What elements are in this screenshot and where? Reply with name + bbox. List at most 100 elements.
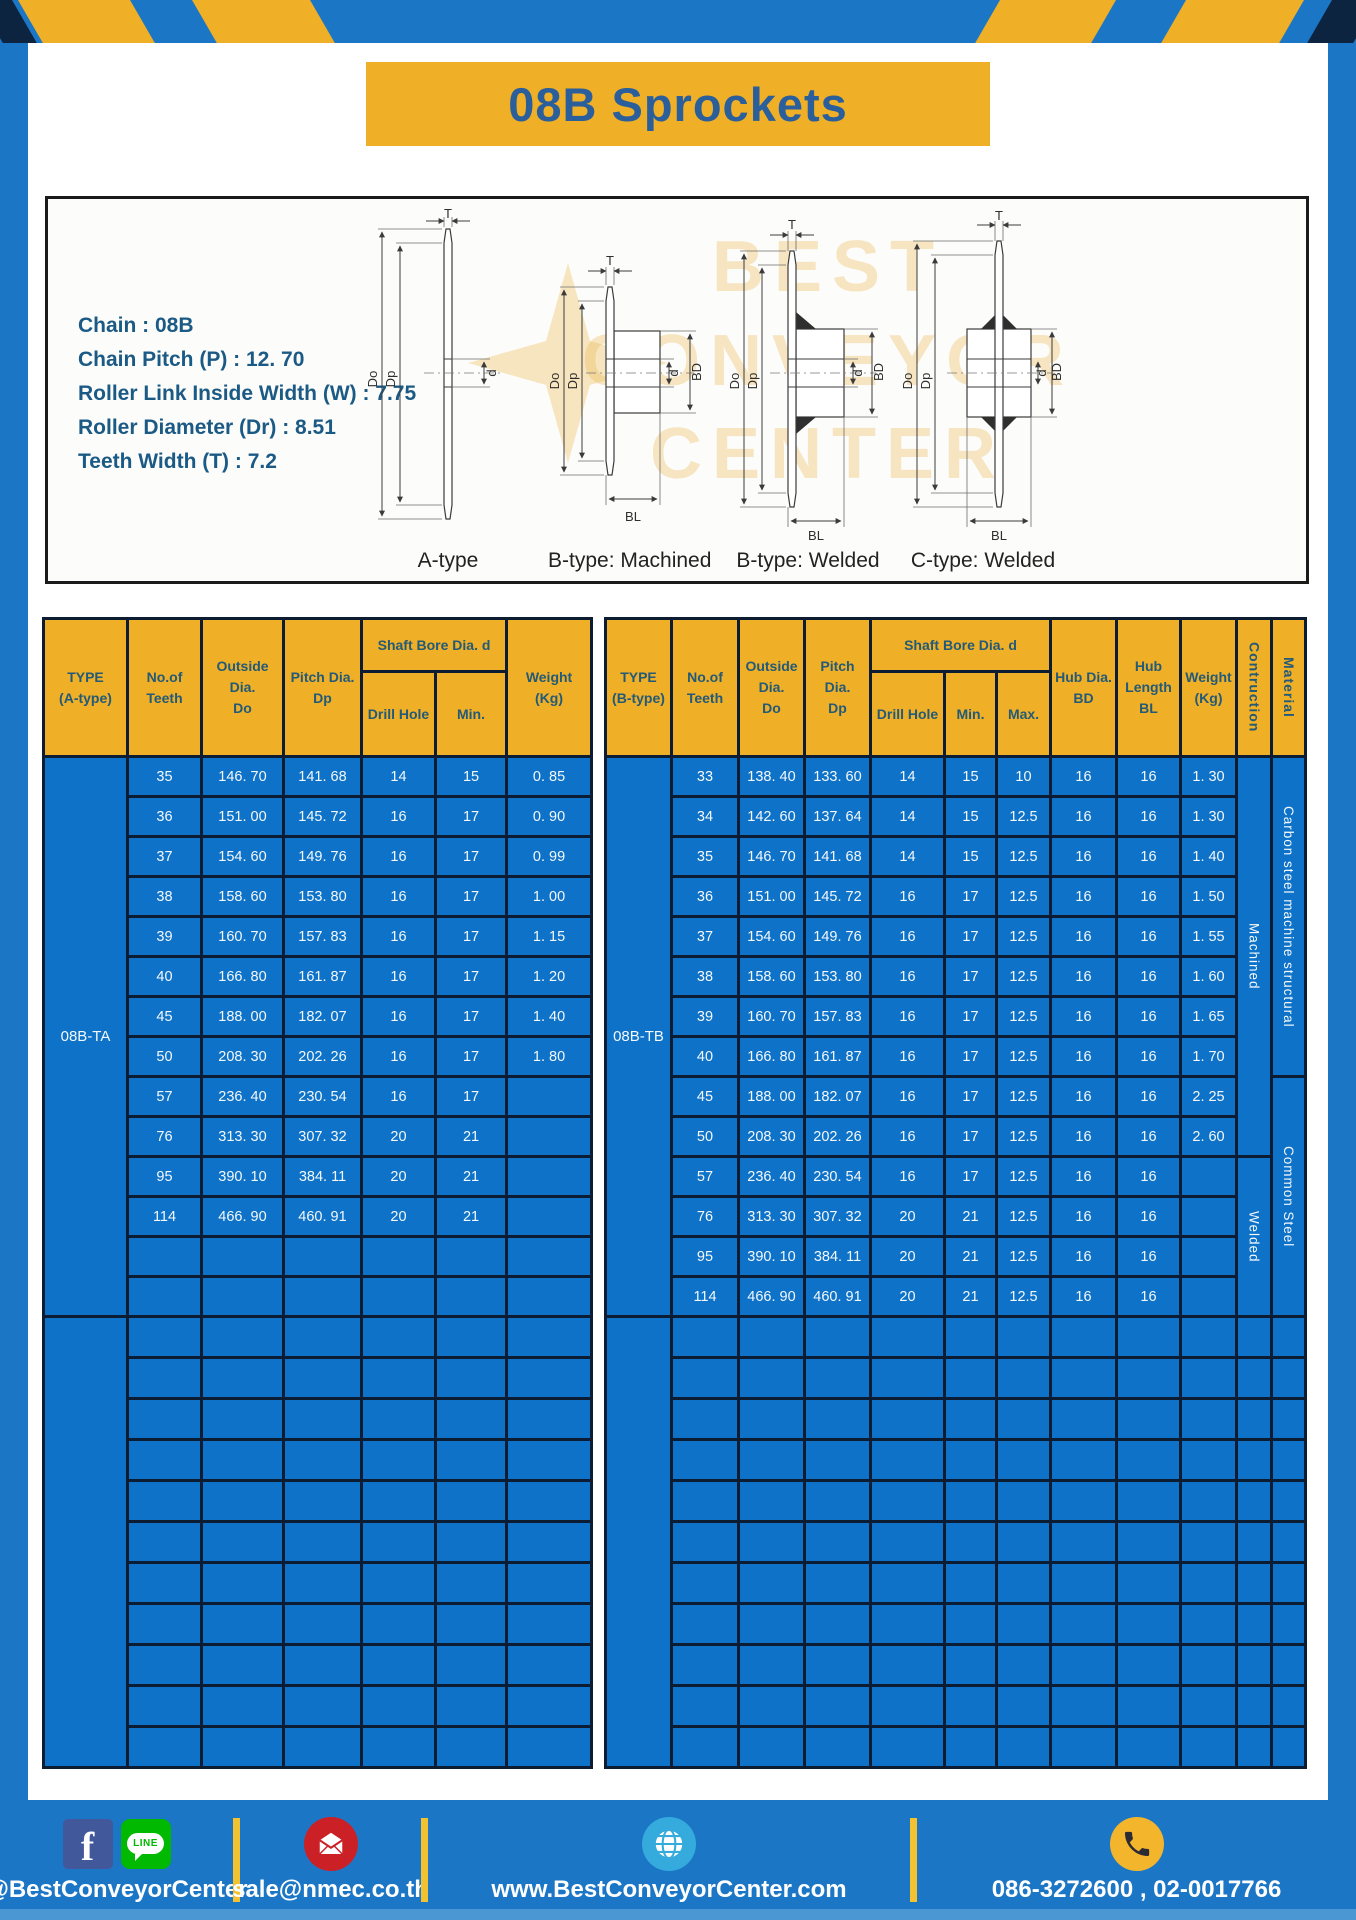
empty-cell	[995, 1725, 1052, 1769]
table-cell: 151. 00	[737, 875, 806, 918]
line-icon[interactable]: LINE	[120, 1818, 171, 1869]
svg-text:T: T	[444, 209, 452, 221]
empty-cell	[670, 1643, 740, 1687]
svg-text:d: d	[484, 369, 499, 376]
table-cell: 154. 60	[200, 835, 285, 878]
table-cell: 17	[433, 875, 509, 918]
empty-cell	[1179, 1315, 1238, 1359]
empty-cell	[803, 1561, 872, 1605]
empty-cell	[505, 1275, 594, 1318]
empty-cell	[360, 1520, 437, 1564]
table-cell: 149. 76	[803, 915, 872, 958]
diagram-b-type-welded: T Do Dp d BD BL	[728, 217, 886, 543]
table-cell: 16	[1049, 795, 1118, 838]
facebook-icon[interactable]: f	[62, 1818, 113, 1869]
table-cell: 154. 60	[737, 915, 806, 958]
diagram-panel: BEST CONVEYOR CENTER Chain : 08B Chain P…	[45, 196, 1309, 584]
table-cell: 16	[360, 875, 437, 918]
table-cell: 17	[943, 995, 998, 1038]
table-cell: 16	[1115, 915, 1182, 958]
email-icon[interactable]	[303, 1816, 358, 1871]
empty-cell	[1049, 1397, 1118, 1441]
website-url[interactable]: www.BestConveyorCenter.com	[491, 1875, 847, 1903]
empty-cell	[943, 1438, 998, 1482]
empty-cell	[1179, 1479, 1238, 1523]
empty-cell	[869, 1561, 946, 1605]
empty-cell	[126, 1520, 203, 1564]
empty-cell	[1049, 1561, 1118, 1605]
empty-cell	[1270, 1356, 1307, 1400]
table-cell: 35	[670, 835, 740, 878]
table-cell: 38	[126, 875, 203, 918]
table-cell: 20	[360, 1195, 437, 1238]
empty-cell	[803, 1725, 872, 1769]
table-cell: 466. 90	[200, 1195, 285, 1238]
empty-cell	[1115, 1438, 1182, 1482]
table-cell: 17	[943, 1075, 998, 1118]
footer-email-section: sale@nmec.co.th	[232, 1800, 429, 1920]
table-cell: 1. 60	[1179, 955, 1238, 998]
footer-phone-section: 086-3272600 , 02-0017766	[917, 1800, 1356, 1920]
empty-cell	[433, 1602, 509, 1646]
table-cell: 137. 64	[803, 795, 872, 838]
svg-text:BL: BL	[991, 528, 1007, 543]
table-cell: 208. 30	[737, 1115, 806, 1158]
table-cell: 16	[360, 795, 437, 838]
table-cell: 16	[1115, 1075, 1182, 1118]
table-cell: 1. 30	[1179, 755, 1238, 798]
material-cell: Carbon steel machine structural	[1270, 755, 1307, 1078]
table-cell: 313. 30	[737, 1195, 806, 1238]
table-b-type-cell: 08B-TB	[604, 755, 673, 1318]
table-header-cell: Pitch Dia. Dp	[803, 617, 872, 758]
empty-cell	[433, 1438, 509, 1482]
email-address[interactable]: sale@nmec.co.th	[232, 1875, 429, 1903]
social-handle[interactable]: @BestConveyorCenter	[0, 1875, 248, 1903]
empty-cell	[360, 1397, 437, 1441]
table-cell: 17	[433, 1075, 509, 1118]
empty-cell	[1049, 1356, 1118, 1400]
table-cell	[1179, 1275, 1238, 1318]
phone-icon[interactable]	[1109, 1816, 1164, 1871]
table-cell: 1. 40	[1179, 835, 1238, 878]
empty-cell	[1115, 1725, 1182, 1769]
table-cell: 95	[670, 1235, 740, 1278]
svg-text:Do: Do	[728, 373, 742, 390]
footer-divider	[421, 1818, 428, 1902]
table-cell: 14	[869, 835, 946, 878]
table-cell: 16	[360, 955, 437, 998]
table-cell: 20	[869, 1235, 946, 1278]
empty-cell	[803, 1602, 872, 1646]
empty-cell	[1270, 1561, 1307, 1605]
table-cell: 37	[126, 835, 203, 878]
empty-cell	[943, 1643, 998, 1687]
table-cell: 1. 55	[1179, 915, 1238, 958]
diagonal-stripe	[975, 0, 1116, 43]
empty-cell	[737, 1479, 806, 1523]
table-cell: 21	[433, 1195, 509, 1238]
table-cell: 20	[869, 1195, 946, 1238]
empty-cell	[670, 1725, 740, 1769]
table-cell: 141. 68	[803, 835, 872, 878]
table-cell: 16	[1115, 795, 1182, 838]
empty-cell	[360, 1315, 437, 1359]
empty-cell	[282, 1684, 363, 1728]
table-cell: 230. 54	[282, 1075, 363, 1118]
empty-cell	[869, 1643, 946, 1687]
diagonal-stripe	[192, 0, 335, 43]
empty-cell	[200, 1275, 285, 1318]
table-cell: 76	[670, 1195, 740, 1238]
table-cell: 158. 60	[737, 955, 806, 998]
empty-cell	[200, 1315, 285, 1359]
empty-cell	[869, 1725, 946, 1769]
page-title: 08B Sprockets	[508, 77, 848, 131]
construction-cell: Machined	[1235, 755, 1273, 1158]
empty-cell	[1270, 1315, 1307, 1359]
globe-icon[interactable]	[642, 1816, 696, 1871]
empty-cell	[869, 1397, 946, 1441]
phone-numbers[interactable]: 086-3272600 , 02-0017766	[991, 1875, 1282, 1903]
svg-text:Dp: Dp	[745, 373, 760, 390]
table-cell: 17	[433, 955, 509, 998]
material-cell: Common Steel	[1270, 1075, 1307, 1318]
table-header-cell: Weight (Kg)	[505, 617, 594, 758]
spec-line: Chain Pitch (P) : 12. 70	[78, 348, 305, 371]
